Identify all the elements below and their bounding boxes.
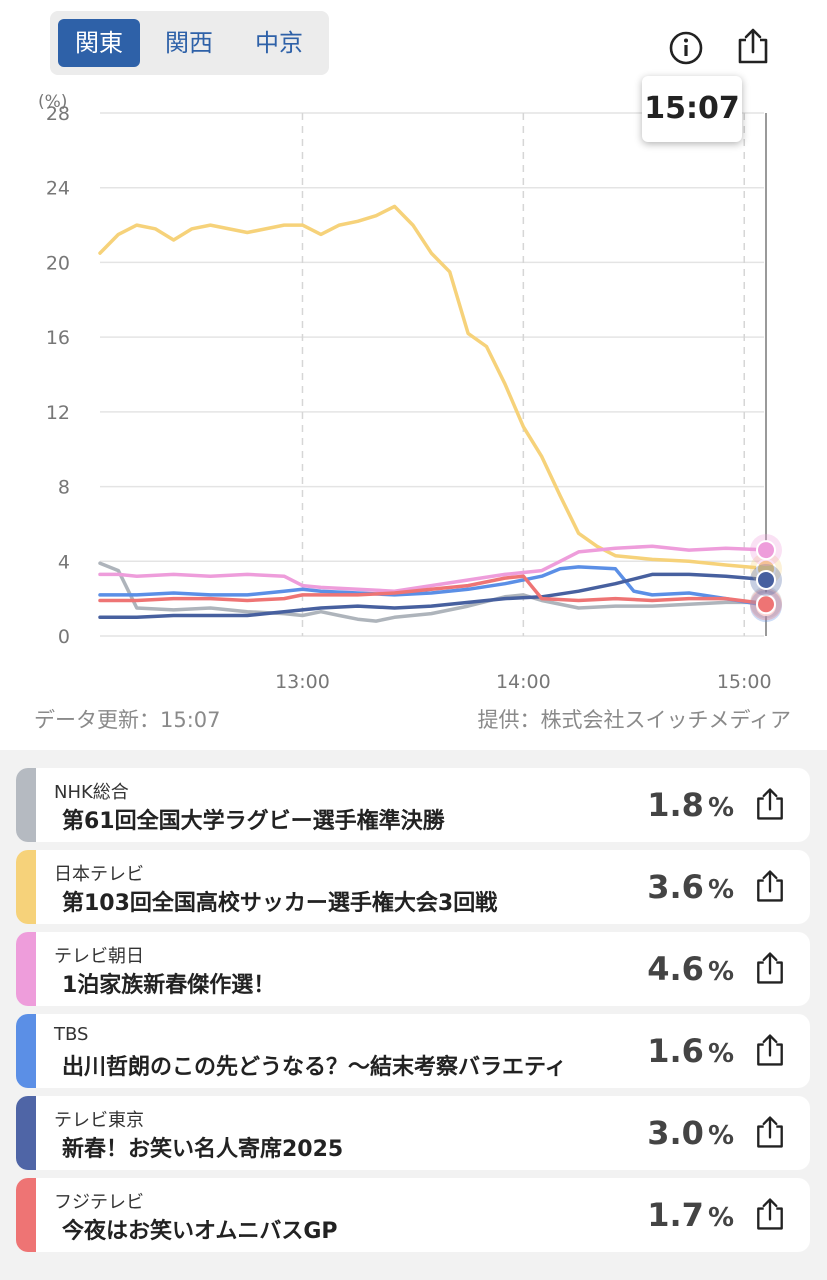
tab-chukyo[interactable]: 中京 <box>255 29 303 57</box>
channel-card-fuji[interactable]: フジテレビ 今夜はお笑いオムニバスGP 1.7% <box>16 1178 810 1252</box>
share-icon[interactable] <box>752 786 788 822</box>
y-tick-label: 16 <box>46 327 70 349</box>
tab-kansai[interactable]: 関西 <box>165 29 213 57</box>
program-title: 新春！お笑い名人寄席2025 <box>62 1137 344 1162</box>
channel-color-bar <box>16 932 36 1006</box>
channel-name: フジテレビ <box>54 1192 144 1213</box>
y-axis-label: (%) <box>38 92 67 112</box>
y-tick-label: 0 <box>58 626 70 648</box>
rating-value: 3.6% <box>647 868 734 906</box>
program-title: 第103回全国高校サッカー選手権大会3回戦 <box>62 891 498 916</box>
x-tick-label: 14:00 <box>496 671 551 693</box>
series-line <box>98 561 772 623</box>
chart-canvas: 0 4 8 12 16 20 24 28(%) 13:00 14:00 15:00 <box>38 92 782 693</box>
series-marker <box>756 569 776 590</box>
series-marker <box>756 594 776 615</box>
channel-list: NHK総合 第61回全国大学ラグビー選手権準決勝 1.8% 日本テレビ 第103… <box>0 750 827 1280</box>
channel-color-bar <box>16 768 36 842</box>
share-icon[interactable] <box>752 1032 788 1068</box>
series-line <box>98 572 772 620</box>
y-tick-label: 28 <box>46 103 70 125</box>
series-line <box>98 565 772 608</box>
data-update-time: データ更新：15:07 <box>34 708 221 732</box>
share-icon[interactable] <box>752 868 788 904</box>
rating-value: 1.6% <box>647 1032 734 1070</box>
x-tick-label: 15:00 <box>717 671 772 693</box>
series-marker <box>756 540 776 561</box>
channel-name: TBS <box>54 1024 89 1045</box>
series-line <box>98 544 772 593</box>
share-icon[interactable] <box>752 950 788 986</box>
y-tick-label: 4 <box>58 551 70 573</box>
program-title: 今夜はお笑いオムニバスGP <box>62 1219 338 1244</box>
share-icon[interactable] <box>752 1196 788 1232</box>
rating-chart: 0 4 8 12 16 20 24 28 (%) 13:00 14:00 15:00 <box>0 80 827 720</box>
channel-card-nhk[interactable]: NHK総合 第61回全国大学ラグビー選手権準決勝 1.8% <box>16 768 810 842</box>
data-provider: 提供：株式会社スイッチメディア <box>477 708 791 732</box>
channel-color-bar <box>16 1178 36 1252</box>
channel-name: NHK総合 <box>54 782 129 803</box>
program-title: 第61回全国大学ラグビー選手権準決勝 <box>62 809 445 834</box>
info-icon[interactable] <box>666 28 706 68</box>
series-line <box>98 204 772 571</box>
series-line <box>98 574 772 606</box>
program-title: 1泊家族新春傑作選！ <box>62 973 276 998</box>
y-tick-label: 24 <box>46 178 70 200</box>
channel-card-tv-asahi[interactable]: テレビ朝日 1泊家族新春傑作選！ 4.6% <box>16 932 810 1006</box>
channel-color-bar <box>16 850 36 924</box>
channel-name: テレビ東京 <box>54 1110 144 1131</box>
channel-name: テレビ朝日 <box>54 946 144 967</box>
y-tick-label: 12 <box>46 402 70 424</box>
channel-color-bar <box>16 1014 36 1088</box>
channel-color-bar <box>16 1096 36 1170</box>
rating-value: 4.6% <box>647 950 734 988</box>
y-tick-label: 20 <box>46 252 70 274</box>
time-tooltip: 15:07 <box>642 76 742 142</box>
y-tick-label: 8 <box>58 477 70 499</box>
rating-value: 3.0% <box>647 1114 734 1152</box>
share-icon[interactable] <box>733 26 773 66</box>
channel-card-ntv[interactable]: 日本テレビ 第103回全国高校サッカー選手権大会3回戦 3.6% <box>16 850 810 924</box>
share-icon[interactable] <box>752 1114 788 1150</box>
channel-card-tbs[interactable]: TBS 出川哲朗のこの先どうなる？～結末考察バラエティ 1.6% <box>16 1014 810 1088</box>
rating-value: 1.8% <box>647 786 734 824</box>
rating-value: 1.7% <box>647 1196 734 1234</box>
channel-name: 日本テレビ <box>54 864 144 885</box>
program-title: 出川哲朗のこの先どうなる？～結末考察バラエティ <box>62 1055 567 1080</box>
channel-card-tv-tokyo[interactable]: テレビ東京 新春！お笑い名人寄席2025 3.0% <box>16 1096 810 1170</box>
tab-kanto[interactable]: 関東 <box>58 19 140 67</box>
x-tick-label: 13:00 <box>275 671 330 693</box>
region-tabs: 関東 関西 中京 <box>50 11 329 75</box>
